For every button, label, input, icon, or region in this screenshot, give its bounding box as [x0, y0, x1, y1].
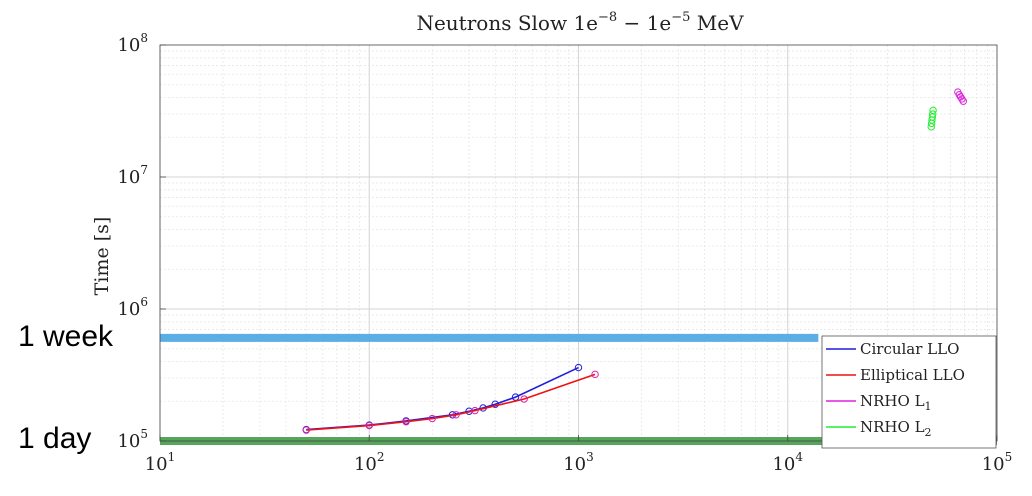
legend-entry: Circular LLO — [860, 340, 959, 358]
x-tick-label: 101 — [145, 450, 176, 475]
y-tick-base: 10 — [117, 299, 140, 320]
one-day-label: 1 day — [18, 422, 92, 455]
chart-title: Neutrons Slow 1e−8 − 1e−5 MeV — [416, 10, 744, 35]
data-point — [402, 418, 410, 426]
data-point — [574, 363, 583, 372]
data-point — [471, 406, 479, 415]
legend-entry-name: Elliptical LLO — [860, 366, 965, 384]
y-tick-label: 108 — [117, 31, 148, 56]
data-point — [520, 395, 528, 403]
legend-entry-name: Circular LLO — [860, 340, 959, 358]
data-point — [929, 106, 937, 115]
x-tick-exponent: 3 — [586, 450, 594, 464]
x-tick-exponent: 4 — [795, 450, 803, 464]
series-line — [306, 373, 596, 431]
data-point — [929, 110, 937, 118]
title-prefix: Neutrons Slow 1e — [416, 11, 598, 35]
series-line — [306, 366, 579, 431]
y-tick-base: 10 — [117, 35, 140, 56]
legend-entry: Elliptical LLO — [860, 366, 965, 384]
legend-entry-subscript: 1 — [925, 400, 932, 413]
data-point — [591, 370, 599, 379]
data-point — [452, 411, 460, 419]
y-axis-label: Time [s] — [91, 217, 113, 296]
title-middle: − 1e — [617, 11, 671, 35]
y-tick-label: 106 — [117, 295, 148, 320]
title-exp1: −8 — [598, 10, 617, 25]
legend-box — [821, 335, 997, 449]
x-tick-base: 10 — [563, 454, 586, 475]
legend-entry: NRHO L2 — [860, 418, 932, 439]
y-tick-exponent: 6 — [140, 295, 148, 309]
data-point — [491, 400, 499, 408]
x-tick-label: 104 — [772, 450, 803, 475]
y-tick-exponent: 5 — [140, 427, 148, 441]
x-tick-label: 103 — [563, 450, 594, 475]
data-point — [428, 414, 436, 423]
series-2 — [302, 370, 599, 434]
x-tick-exponent: 5 — [1005, 450, 1013, 464]
y-tick-label: 105 — [117, 427, 148, 452]
data-point — [365, 421, 373, 430]
y-tick-base: 10 — [117, 167, 140, 188]
y-tick-base: 10 — [117, 431, 140, 452]
title-exp2: −5 — [671, 10, 690, 25]
y-tick-exponent: 7 — [140, 163, 148, 177]
y-tick-label: 107 — [117, 163, 148, 188]
legend-entry-name: NRHO L — [860, 392, 925, 410]
plot-series — [302, 88, 967, 434]
x-tick-base: 10 — [772, 454, 795, 475]
x-tick-label: 102 — [354, 450, 385, 475]
series-4 — [927, 106, 937, 131]
legend-entry-subscript: 2 — [925, 426, 932, 439]
series-1 — [302, 363, 583, 434]
x-tick-exponent: 1 — [168, 450, 176, 464]
one-week-label: 1 week — [18, 320, 114, 353]
x-tick-label: 105 — [982, 450, 1013, 475]
legend-entry: NRHO L1 — [860, 392, 932, 413]
title-suffix: MeV — [690, 11, 744, 35]
x-tick-base: 10 — [145, 454, 168, 475]
y-tick-exponent: 8 — [140, 31, 148, 45]
data-point — [959, 97, 967, 105]
x-tick-exponent: 2 — [377, 450, 385, 464]
legend-entry-name: NRHO L — [860, 418, 925, 436]
x-tick-base: 10 — [354, 454, 377, 475]
x-tick-base: 10 — [982, 454, 1005, 475]
series-3 — [954, 88, 967, 105]
data-point — [302, 426, 310, 434]
